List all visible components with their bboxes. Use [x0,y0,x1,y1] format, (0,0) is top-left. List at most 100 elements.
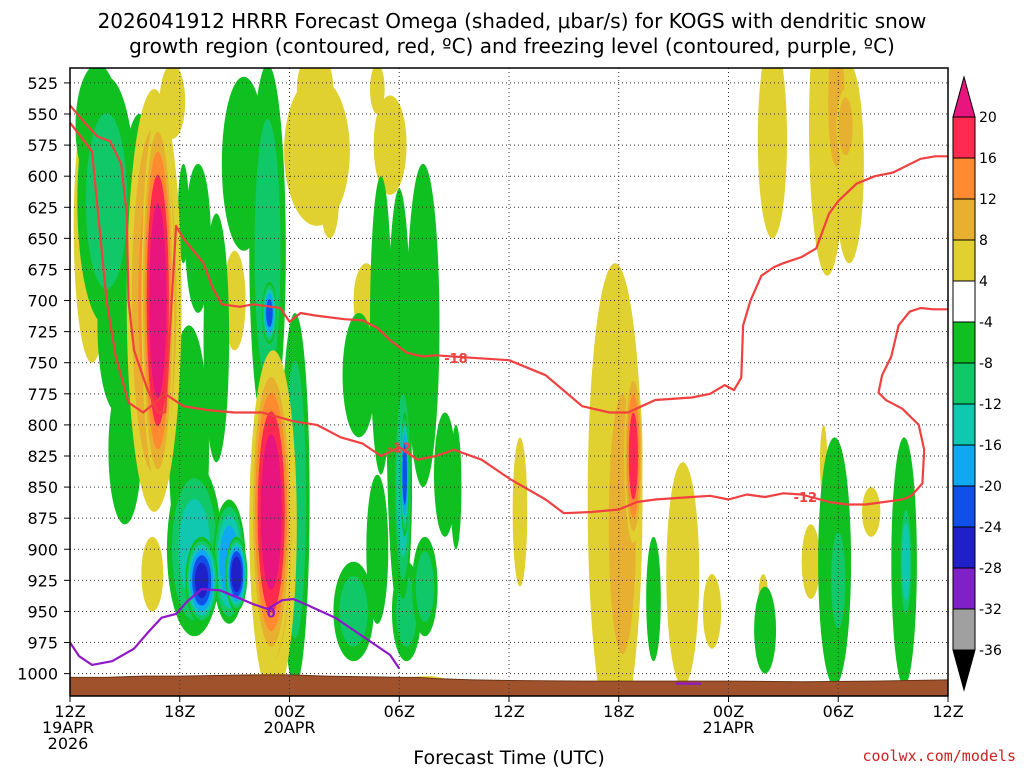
colorbar-swatch [952,608,976,651]
credit-text: coolwx.com/models [862,747,1016,765]
x-axis-label: Forecast Time (UTC) [413,747,604,768]
omega-cell [757,68,788,239]
colorbar-swatch [952,198,976,241]
omega-shading [73,68,917,696]
y-tick-label: 675 [27,260,58,279]
y-tick-label: 650 [27,229,58,248]
colorbar-swatch [952,485,976,528]
colorbar-swatch [952,403,976,446]
temperature-contours [70,104,948,685]
y-tick-label: 550 [27,105,58,124]
omega-cell [628,412,638,500]
omega-cell [320,163,339,239]
x-tick-label: 20APR [263,718,315,737]
colorbar-swatch [952,321,976,364]
omega-cell [646,536,661,662]
x-tick-label: 21APR [702,718,754,737]
y-tick-label: 950 [27,602,58,621]
colorbar-swatch [952,567,976,610]
colorbar-label: 20 [979,110,997,126]
y-axis-ticks: 525 550 575 600 625 650 675 700 725 750 775 800 825 8… [17,74,70,684]
omega-cell [801,524,820,600]
x-tick-label: 18Z [164,702,195,721]
y-tick-label: 900 [27,540,58,559]
colorbar-label: -20 [979,479,1002,495]
colorbar-label: 12 [979,192,997,208]
isotherm-minus18-line [70,104,948,414]
y-tick-label: 575 [27,136,58,155]
colorbar-label: 4 [979,274,988,290]
omega-cell [231,556,242,593]
omega-cell [415,551,434,622]
y-tick-label: 525 [27,74,58,93]
omega-cell [254,118,281,383]
omega-cell [296,68,334,127]
y-tick-label: 775 [27,385,58,404]
colorbar-label: -28 [979,561,1002,577]
x-tick-label: 06Z [384,702,415,721]
contour-labels: -18 -12 -12 0 [267,352,818,622]
omega-cell [512,437,528,587]
omega-cell [450,424,462,550]
omega-cell [260,434,282,590]
omega-cell [402,444,407,505]
y-tick-label: 875 [27,509,58,528]
omega-cell [862,487,881,537]
x-tick-label: 12Z [932,702,963,721]
omega-cell [702,574,722,649]
colorbar-top-cap [952,75,976,118]
y-tick-label: 725 [27,323,58,342]
colorbar-bottom-cap [952,649,976,692]
colorbar-label: 8 [979,233,988,249]
omega-cell [838,97,853,156]
y-tick-label: 975 [27,634,58,653]
x-tick-label: 00Z [713,702,744,721]
isotherm-minus12-line [70,122,948,515]
omega-cell [369,68,385,115]
omega-cell [342,312,376,438]
x-tick-label: 12Z [54,702,85,721]
colorbar-swatch [952,444,976,487]
freezing-level-line [70,587,401,670]
y-tick-label: 600 [27,167,58,186]
omega-cell [141,536,164,612]
omega-cell [266,299,273,327]
omega-cell [754,586,777,674]
chart-title-line-2: growth region (contoured, red, ºC) and f… [129,34,895,58]
y-tick-label: 800 [27,416,58,435]
omega-cell [339,576,368,647]
contour-label: -12 [794,491,818,506]
omega-cell [901,523,910,601]
colorbar-label: -8 [979,356,993,372]
x-tick-label: 19APR [42,718,94,737]
colorbar-label: -16 [979,438,1002,454]
y-tick-label: 1000 [17,665,58,684]
x-tick-label: 06Z [823,702,854,721]
colorbar-swatch [952,280,976,323]
y-tick-label: 700 [27,292,58,311]
x-tick-label: 00Z [274,702,305,721]
omega-cell [366,474,389,624]
y-tick-label: 750 [27,354,58,373]
y-tick-label: 625 [27,198,58,217]
contour-label: -12 [388,441,412,456]
gridlines [70,68,948,696]
chart-title-line-1: 2026041912 HRRR Forecast Omega (shaded, … [98,9,927,33]
omega-cell [673,511,685,587]
y-tick-label: 825 [27,447,58,466]
contour-label: 0 [267,607,276,622]
omega-cell [149,203,167,398]
colorbar-label: -4 [979,315,993,331]
colorbar-label: -24 [979,520,1002,536]
colorbar-label: 16 [979,151,997,167]
omega-cell [406,163,440,488]
colorbar-swatch [952,362,976,405]
x-tick-label: 12Z [493,702,524,721]
colorbar-swatch [952,157,976,200]
x-tick-label: 18Z [603,702,634,721]
colorbar-swatch [952,116,976,159]
colorbar-label: -36 [979,643,1002,659]
colorbar-label: -32 [979,602,1002,618]
